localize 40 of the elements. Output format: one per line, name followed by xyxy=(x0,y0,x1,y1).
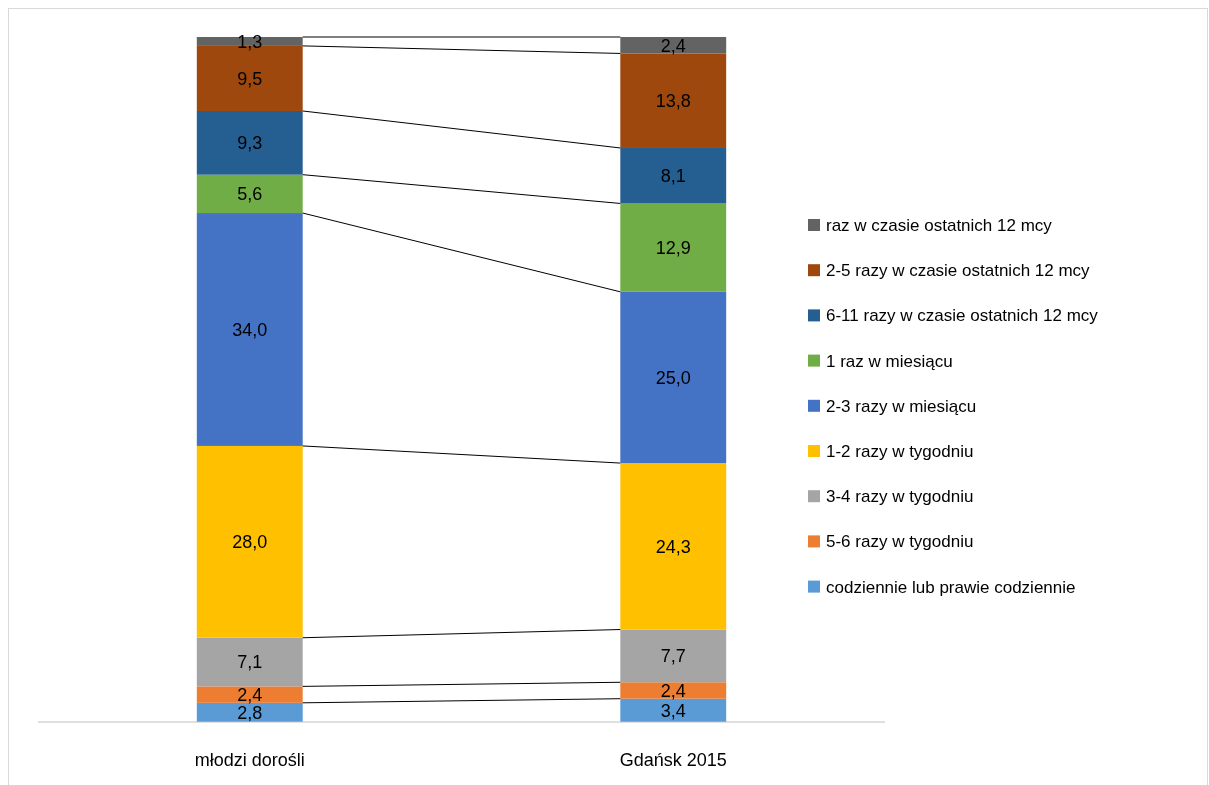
x-tick-label: Gdańsk 2015 xyxy=(619,750,727,770)
data-label: 12,9 xyxy=(655,237,691,258)
legend-label: 2-3 razy w miesiącu xyxy=(826,396,977,416)
bar xyxy=(196,637,303,687)
bar xyxy=(620,682,727,699)
data-label: 2,4 xyxy=(660,35,686,56)
bar xyxy=(196,110,303,175)
bar xyxy=(196,686,303,703)
data-label: 7,1 xyxy=(237,652,263,673)
data-label: 8,1 xyxy=(660,166,686,187)
legend-label: 5-6 razy w tygodniu xyxy=(826,532,974,552)
data-label: 7,7 xyxy=(660,646,686,667)
legend-label: 1 raz w miesiącu xyxy=(826,351,953,371)
data-label: 9,5 xyxy=(237,68,263,89)
data-label: 24,3 xyxy=(655,536,691,557)
data-label: 2,4 xyxy=(237,684,263,705)
data-label: 5,6 xyxy=(237,184,263,205)
data-label: 2,4 xyxy=(660,680,686,701)
data-label: 3,4 xyxy=(660,700,686,721)
bar xyxy=(620,203,727,292)
bar xyxy=(620,463,727,630)
x-tick-label: młodzi dorośli xyxy=(194,750,305,770)
bar xyxy=(620,147,727,204)
legend-label: 3-4 razy w tygodniu xyxy=(826,487,974,507)
legend-label: 6-11 razy w czasie ostatnich 12 mcy xyxy=(826,306,1099,326)
legend-label: codziennie lub prawie codziennie xyxy=(826,577,1076,597)
bar xyxy=(620,629,727,683)
data-label: 28,0 xyxy=(232,532,268,553)
bar xyxy=(620,53,727,148)
legend-label: 1-2 razy w tygodniu xyxy=(826,441,974,461)
bar xyxy=(196,213,303,446)
legend-label: raz w czasie ostatnich 12 mcy xyxy=(826,215,1053,235)
bar xyxy=(196,174,303,214)
data-label: 25,0 xyxy=(655,367,691,388)
legend-label: 2-5 razy w czasie ostatnich 12 mcy xyxy=(826,261,1091,281)
bar xyxy=(620,291,727,464)
data-label: 34,0 xyxy=(232,319,268,340)
data-label: 9,3 xyxy=(237,133,263,154)
data-label: 13,8 xyxy=(655,91,691,112)
bar xyxy=(196,445,303,638)
